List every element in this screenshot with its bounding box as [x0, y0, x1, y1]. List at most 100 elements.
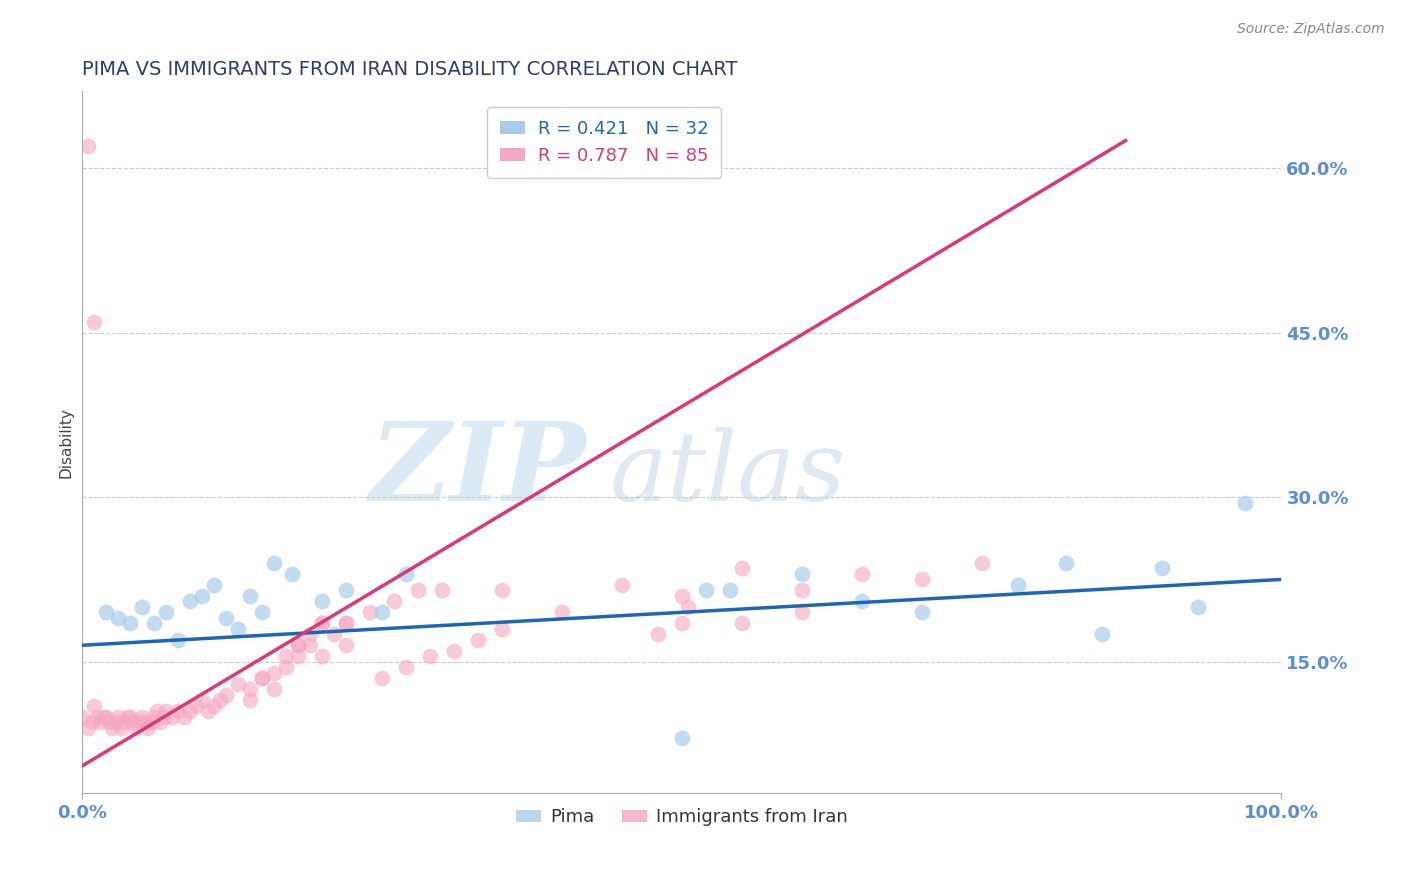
Point [263, 665, 285, 680]
Point [491, 622, 513, 636]
Point [718, 583, 741, 598]
Point [96, 709, 118, 723]
Point [110, 721, 132, 735]
Point [671, 589, 693, 603]
Point [141, 714, 163, 729]
Point [179, 704, 201, 718]
Point [70, 709, 93, 723]
Point [239, 589, 262, 603]
Point [263, 682, 285, 697]
Point [287, 649, 309, 664]
Point [299, 638, 322, 652]
Point [239, 682, 262, 697]
Point [911, 573, 934, 587]
Point [419, 649, 441, 664]
Point [93, 709, 115, 723]
Point [430, 583, 453, 598]
Point [121, 714, 143, 729]
Point [250, 671, 273, 685]
Point [263, 556, 285, 570]
Point [184, 698, 207, 713]
Point [155, 605, 177, 619]
Point [120, 616, 142, 631]
Point [610, 578, 633, 592]
Point [83, 698, 105, 713]
Point [173, 709, 195, 723]
Point [335, 616, 357, 631]
Point [167, 632, 190, 647]
Point [731, 616, 754, 631]
Point [128, 714, 150, 729]
Point [215, 611, 238, 625]
Point [117, 709, 139, 723]
Text: PIMA VS IMMIGRANTS FROM IRAN DISABILITY CORRELATION CHART: PIMA VS IMMIGRANTS FROM IRAN DISABILITY … [82, 60, 738, 78]
Point [160, 709, 183, 723]
Point [335, 638, 357, 652]
Point [202, 578, 225, 592]
Point [96, 605, 118, 619]
Point [851, 594, 873, 608]
Point [143, 616, 166, 631]
Point [731, 561, 754, 575]
Point [323, 627, 346, 641]
Point [695, 583, 717, 598]
Point [97, 714, 120, 729]
Point [104, 714, 127, 729]
Point [443, 644, 465, 658]
Point [395, 660, 418, 674]
Point [1054, 556, 1077, 570]
Text: ZIP: ZIP [370, 417, 586, 524]
Point [143, 709, 166, 723]
Point [191, 589, 214, 603]
Point [1007, 578, 1029, 592]
Point [851, 566, 873, 581]
Point [311, 649, 333, 664]
Point [152, 709, 174, 723]
Point [101, 721, 124, 735]
Point [359, 605, 381, 619]
Point [790, 583, 813, 598]
Point [145, 704, 167, 718]
Point [89, 714, 111, 729]
Point [911, 605, 934, 619]
Point [226, 622, 249, 636]
Point [149, 714, 172, 729]
Point [167, 704, 190, 718]
Point [274, 660, 297, 674]
Point [287, 638, 309, 652]
Point [83, 315, 105, 329]
Point [136, 721, 159, 735]
Point [647, 627, 669, 641]
Point [335, 616, 357, 631]
Point [406, 583, 429, 598]
Point [676, 599, 699, 614]
Point [197, 704, 219, 718]
Point [239, 693, 262, 707]
Point [671, 616, 693, 631]
Point [107, 611, 129, 625]
Point [77, 139, 100, 153]
Point [202, 698, 225, 713]
Point [226, 676, 249, 690]
Point [1187, 599, 1209, 614]
Point [371, 605, 394, 619]
Point [1150, 561, 1173, 575]
Point [131, 599, 153, 614]
Point [131, 709, 153, 723]
Point [250, 605, 273, 619]
Point [155, 704, 177, 718]
Point [790, 566, 813, 581]
Point [86, 709, 108, 723]
Point [467, 632, 489, 647]
Point [311, 616, 333, 631]
Point [970, 556, 993, 570]
Point [125, 721, 148, 735]
Point [671, 731, 693, 746]
Point [335, 583, 357, 598]
Point [395, 566, 418, 581]
Point [77, 721, 100, 735]
Point [191, 693, 214, 707]
Y-axis label: Disability: Disability [59, 407, 75, 478]
Text: Source: ZipAtlas.com: Source: ZipAtlas.com [1237, 22, 1385, 37]
Point [1090, 627, 1112, 641]
